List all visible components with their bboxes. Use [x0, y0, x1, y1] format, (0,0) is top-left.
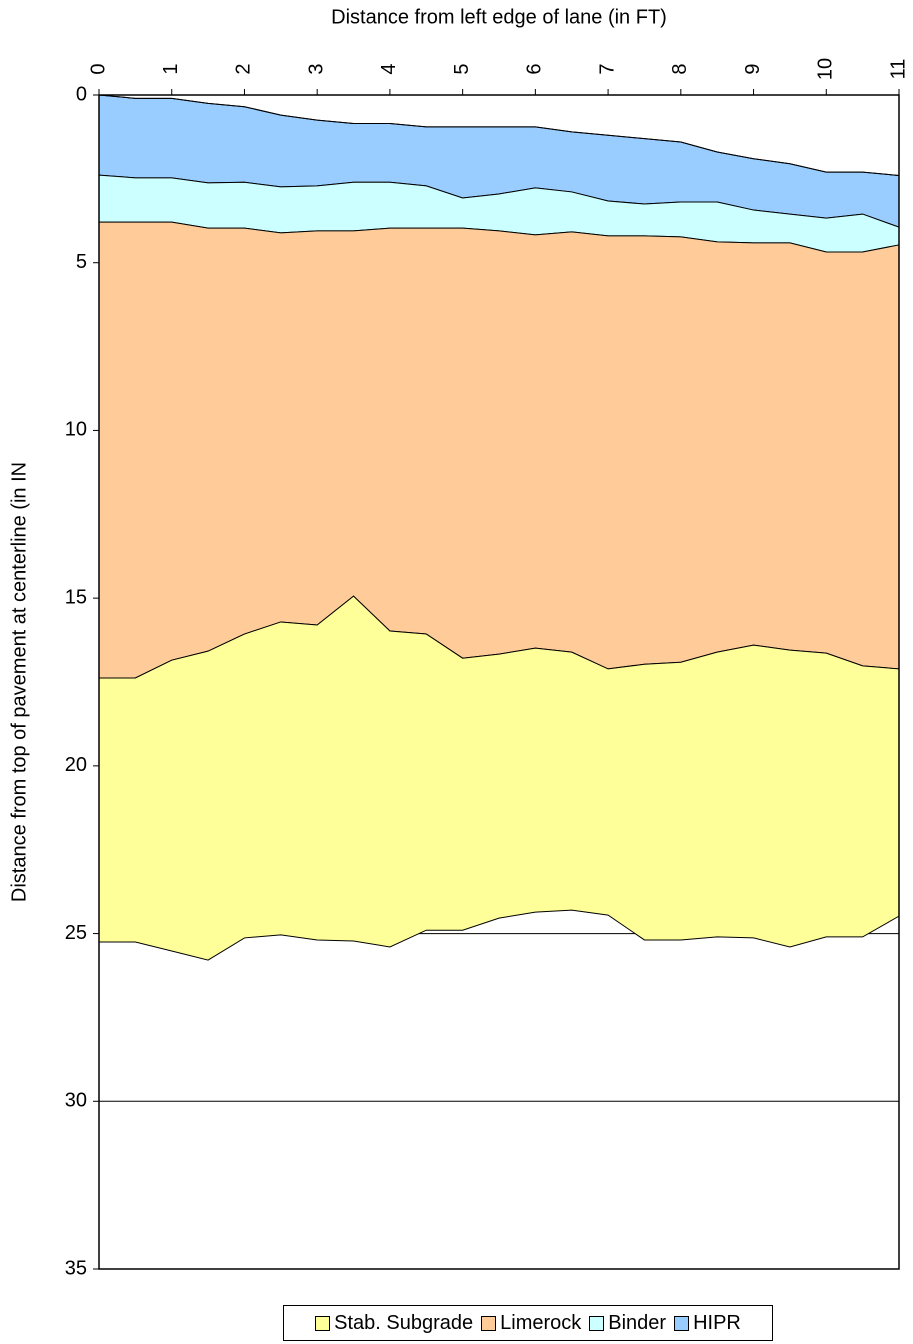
- y-tick-label: 0: [76, 83, 87, 105]
- y-tick-label: 10: [65, 419, 87, 441]
- x-tick-label: 1: [160, 63, 182, 74]
- legend-item: HIPR: [674, 1312, 741, 1335]
- x-axis-label: Distance from left edge of lane (in FT): [331, 6, 667, 28]
- x-tick-label: 11: [887, 59, 909, 80]
- y-tick-label: 30: [65, 1090, 87, 1112]
- legend-item: Binder: [589, 1312, 666, 1335]
- legend-label: HIPR: [693, 1311, 741, 1334]
- y-tick-label: 20: [65, 754, 87, 776]
- x-tick-label: 3: [305, 63, 327, 74]
- x-tick-label: 0: [87, 63, 109, 74]
- x-tick-label: 9: [742, 63, 764, 74]
- surface-line: [98, 94, 900, 177]
- chart: Distance from left edge of lane (in FT) …: [8, 6, 909, 1279]
- legend: Stab. Subgrade Limerock Binder HIPR: [283, 1305, 773, 1341]
- legend-swatch: [315, 1315, 331, 1331]
- y-tick-label: 35: [65, 1257, 87, 1279]
- x-tick-label: 5: [451, 63, 473, 74]
- legend-swatch: [674, 1315, 690, 1331]
- x-tick-label: 2: [233, 63, 255, 74]
- legend-swatch: [589, 1315, 605, 1331]
- y-tick-label: 5: [76, 251, 87, 273]
- x-tick-label: 7: [596, 63, 618, 74]
- y-axis-label: Distance from top of pavement at centerl…: [8, 462, 30, 902]
- y-tick-label: 25: [65, 922, 87, 944]
- y-tick-label: 15: [65, 586, 87, 608]
- legend-label: Binder: [608, 1311, 667, 1334]
- x-tick-label: 8: [669, 63, 691, 74]
- legend-label: Limerock: [500, 1311, 582, 1334]
- x-tick-label: 10: [815, 58, 837, 80]
- x-tick-label: 6: [524, 63, 546, 74]
- legend-swatch: [481, 1315, 497, 1331]
- area: [98, 221, 900, 679]
- plot-frame: [98, 94, 900, 1270]
- x-tick-label: 4: [378, 63, 400, 74]
- legend-item: Limerock: [481, 1312, 581, 1335]
- legend-label: Stab. Subgrade: [334, 1311, 474, 1334]
- legend-item: Stab. Subgrade: [315, 1312, 473, 1335]
